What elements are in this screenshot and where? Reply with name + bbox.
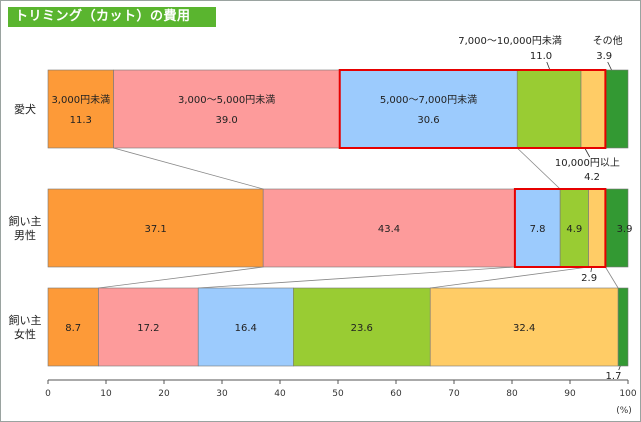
bar-segment <box>47 287 99 367</box>
bar-segment <box>339 69 518 149</box>
connector-line <box>98 266 264 289</box>
bars <box>47 69 629 367</box>
bar-segment <box>47 69 114 149</box>
category-label: 飼い主 <box>9 313 42 327</box>
data-label: 39.0 <box>216 115 238 126</box>
highlight-box <box>338 69 607 149</box>
bar-segment <box>516 69 582 149</box>
category-label: 女性 <box>14 327 36 341</box>
segment-name-label: 3,000円未満 <box>51 94 110 106</box>
x-tick-label: 10 <box>100 389 112 399</box>
bar-segment <box>580 69 606 149</box>
category-label: 飼い主 <box>9 214 42 228</box>
segment-labels: 愛犬飼い主男性飼い主女性3,000円未満11.33,000～5,000円未満39… <box>9 34 633 382</box>
data-label: 1.7 <box>606 371 622 382</box>
segment-name-label: 7,000～10,000円未満 <box>458 35 562 47</box>
data-label: 16.4 <box>235 323 257 334</box>
data-label: 3.9 <box>596 51 612 62</box>
data-label: 7.8 <box>530 224 546 235</box>
category-label: 愛犬 <box>14 102 36 116</box>
data-label: 17.2 <box>137 323 159 334</box>
data-label: 30.6 <box>417 115 439 126</box>
x-tick-label: 20 <box>158 389 170 399</box>
bar-segment <box>293 287 431 367</box>
data-label: 4.2 <box>584 172 600 183</box>
connector-line <box>113 147 264 190</box>
segment-name-label: 5,000～7,000円未満 <box>380 94 477 106</box>
x-tick-label: 0 <box>45 389 51 399</box>
bar-segment <box>262 188 516 268</box>
unit-label: (%) <box>616 406 632 416</box>
segment-name-label: 3,000～5,000円未満 <box>178 94 275 106</box>
data-label: 43.4 <box>378 224 400 235</box>
data-label: 3.9 <box>617 224 633 235</box>
x-tick-label: 70 <box>448 389 460 399</box>
data-label: 2.9 <box>581 273 597 284</box>
category-label: 男性 <box>14 228 36 242</box>
data-label: 11.3 <box>70 115 92 126</box>
bar-segment <box>605 69 629 149</box>
connector-line <box>516 147 561 190</box>
bar-segment <box>559 188 589 268</box>
highlight-boxes <box>338 69 607 268</box>
bar-segment <box>197 287 294 367</box>
x-tick-label: 50 <box>332 389 344 399</box>
x-tick-label: 40 <box>274 389 286 399</box>
x-tick-label: 80 <box>506 389 518 399</box>
highlight-box <box>513 188 607 268</box>
data-label: 23.6 <box>351 323 373 334</box>
data-label: 8.7 <box>65 323 81 334</box>
x-tick-label: 100 <box>619 389 636 399</box>
data-label: 32.4 <box>513 323 535 334</box>
connector-line <box>605 266 619 289</box>
data-label: 4.9 <box>566 224 582 235</box>
segment-name-label: その他 <box>593 34 623 47</box>
x-tick-label: 60 <box>390 389 402 399</box>
x-tick-label: 90 <box>564 389 576 399</box>
segment-name-label: 10,000円以上 <box>555 157 620 169</box>
x-tick-label: 30 <box>216 389 228 399</box>
bar-segment <box>429 287 619 367</box>
connector-line <box>430 266 589 289</box>
bar-segment <box>47 188 264 268</box>
bar-segment <box>588 188 606 268</box>
bar-segment <box>617 287 629 367</box>
data-label: 37.1 <box>144 224 166 235</box>
data-label: 11.0 <box>530 51 552 62</box>
connector-line <box>198 266 515 289</box>
chart-title: トリミング（カット）の費用 <box>8 7 216 27</box>
x-axis: 0 10 20 30 40 50 60 70 80 90 100 <box>45 379 637 399</box>
bar-segment <box>113 69 341 149</box>
